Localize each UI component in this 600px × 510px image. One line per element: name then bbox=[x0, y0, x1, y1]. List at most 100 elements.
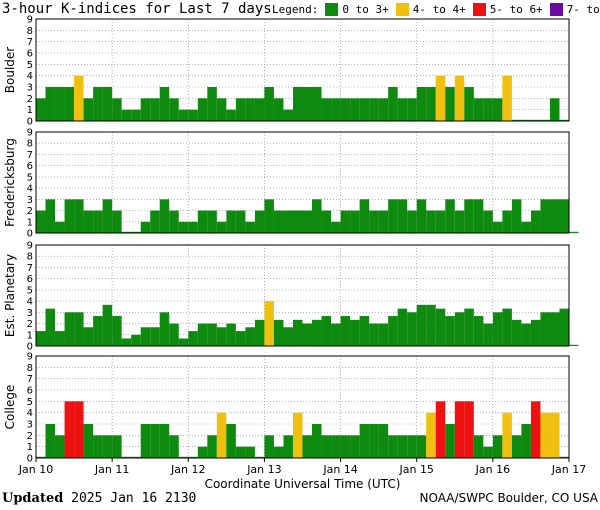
panel-label: Boulder bbox=[3, 47, 17, 94]
y-tick-label: 5 bbox=[27, 397, 33, 408]
x-tick-label: Jan 17 bbox=[551, 463, 586, 476]
k-index-bar bbox=[216, 327, 227, 346]
y-tick-label: 9 bbox=[27, 15, 33, 26]
k-index-bar bbox=[502, 308, 512, 346]
legend-swatch-red bbox=[472, 3, 486, 16]
k-index-bar bbox=[321, 98, 332, 121]
y-tick-label: 3 bbox=[27, 420, 33, 431]
k-index-bar bbox=[131, 109, 141, 121]
y-tick-label: 9 bbox=[27, 128, 33, 139]
y-tick-label: 5 bbox=[27, 285, 33, 296]
k-index-bar bbox=[492, 435, 503, 458]
y-tick-label: 8 bbox=[27, 139, 33, 150]
k-index-bar bbox=[483, 323, 493, 346]
k-index-bar bbox=[64, 312, 75, 346]
y-tick-label: 7 bbox=[27, 37, 33, 48]
k-index-bar bbox=[397, 308, 408, 346]
k-index-bar bbox=[473, 98, 484, 121]
k-index-bar bbox=[36, 98, 46, 121]
x-tick-label: Jan 11 bbox=[94, 463, 129, 476]
k-index-bar bbox=[216, 98, 227, 121]
k-index-bar bbox=[159, 199, 170, 233]
y-tick-label: 7 bbox=[27, 150, 33, 161]
k-index-bar bbox=[350, 435, 360, 458]
k-index-bar bbox=[426, 210, 436, 233]
k-index-bar bbox=[207, 323, 217, 346]
k-index-bar bbox=[131, 456, 141, 458]
k-index-bar bbox=[55, 87, 65, 121]
k-index-bar bbox=[483, 98, 493, 121]
k-index-bar bbox=[283, 327, 293, 346]
k-index-bar bbox=[350, 210, 360, 233]
k-index-bar bbox=[159, 87, 170, 121]
y-tick-label: 1 bbox=[27, 330, 33, 341]
k-index-bar bbox=[416, 435, 427, 458]
legend-label: Legend: bbox=[272, 3, 319, 16]
k-index-bar bbox=[273, 210, 284, 233]
k-index-bar bbox=[312, 87, 322, 121]
k-index-bar bbox=[150, 210, 160, 233]
panel-frame bbox=[35, 131, 570, 234]
panel-label: Est. Planetary bbox=[3, 254, 17, 337]
k-index-bar bbox=[197, 323, 208, 346]
panel-label: College bbox=[3, 385, 17, 430]
x-tick-label: Jan 10 bbox=[18, 463, 53, 476]
k-index-bar bbox=[216, 221, 227, 233]
k-index-bar bbox=[112, 316, 122, 346]
legend-swatch-purple bbox=[549, 3, 563, 16]
k-index-bar bbox=[369, 424, 379, 458]
x-axis-label: Coordinate Universal Time (UTC) bbox=[205, 477, 401, 490]
k-index-bar bbox=[359, 316, 370, 346]
k-index-bar bbox=[569, 231, 579, 233]
k-index-bar bbox=[55, 331, 65, 346]
k-index-bar bbox=[64, 199, 75, 233]
k-index-bar bbox=[302, 323, 313, 346]
k-index-bar bbox=[140, 221, 151, 233]
k-index-bar bbox=[264, 301, 274, 346]
k-index-bar bbox=[112, 98, 122, 121]
k-index-bar bbox=[359, 424, 370, 458]
k-index-bar bbox=[454, 75, 465, 121]
k-index-bar bbox=[435, 308, 446, 346]
legend-item-7-9: 7- to 9 bbox=[566, 3, 600, 16]
k-index-bar bbox=[45, 199, 56, 233]
k-index-bar bbox=[226, 210, 236, 233]
k-index-chart: 0123456789Boulder0123456789Fredericksbur… bbox=[3, 15, 586, 491]
k-index-bar bbox=[331, 323, 341, 346]
k-index-bar bbox=[83, 210, 94, 233]
k-index-bar bbox=[492, 221, 503, 233]
y-tick-label: 1 bbox=[27, 217, 33, 228]
k-index-bar bbox=[188, 331, 198, 346]
legend-item-0-3: 0 to 3+ bbox=[342, 3, 389, 16]
k-index-bar bbox=[178, 109, 189, 121]
k-index-bar bbox=[502, 412, 512, 458]
k-index-bar bbox=[74, 75, 84, 121]
k-index-bar bbox=[331, 98, 341, 121]
k-index-bar bbox=[121, 456, 132, 458]
k-index-bar bbox=[254, 210, 265, 233]
k-index-bar bbox=[416, 304, 427, 346]
k-index-bar bbox=[312, 424, 322, 458]
k-index-bar bbox=[302, 87, 313, 121]
k-index-bar bbox=[521, 424, 531, 458]
k-index-bar bbox=[254, 98, 265, 121]
k-index-bar bbox=[397, 435, 408, 458]
k-index-bar bbox=[159, 312, 170, 346]
k-index-bar bbox=[559, 199, 569, 233]
k-index-bar bbox=[549, 412, 560, 458]
k-index-bar bbox=[36, 456, 46, 458]
k-index-bar bbox=[216, 412, 227, 458]
k-index-bar bbox=[359, 98, 370, 121]
k-index-bar bbox=[55, 435, 65, 458]
k-index-bar bbox=[540, 412, 550, 458]
k-index-bar bbox=[245, 98, 255, 121]
k-index-bar bbox=[454, 210, 465, 233]
y-tick-label: 8 bbox=[27, 252, 33, 263]
k-index-bar bbox=[188, 109, 198, 121]
k-index-bar bbox=[483, 446, 493, 458]
k-index-bar bbox=[312, 199, 322, 233]
x-tick-label: Jan 12 bbox=[170, 463, 205, 476]
k-index-bar bbox=[540, 312, 550, 346]
k-index-bar bbox=[83, 424, 94, 458]
k-index-bar bbox=[207, 435, 217, 458]
